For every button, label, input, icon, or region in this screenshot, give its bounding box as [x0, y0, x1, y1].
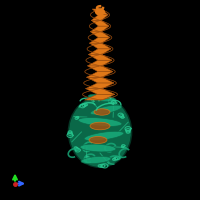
Ellipse shape — [89, 136, 107, 144]
Polygon shape — [90, 26, 109, 32]
Ellipse shape — [69, 97, 131, 167]
Ellipse shape — [78, 118, 122, 126]
Polygon shape — [89, 43, 111, 49]
Ellipse shape — [84, 131, 124, 141]
Polygon shape — [89, 37, 110, 43]
Ellipse shape — [88, 94, 116, 102]
Polygon shape — [86, 83, 114, 89]
Polygon shape — [89, 49, 111, 54]
Ellipse shape — [80, 144, 116, 152]
Polygon shape — [91, 15, 108, 20]
Ellipse shape — [90, 105, 122, 115]
Polygon shape — [92, 9, 108, 15]
Polygon shape — [88, 66, 113, 72]
Polygon shape — [87, 72, 113, 77]
Ellipse shape — [90, 122, 110, 130]
Ellipse shape — [94, 109, 110, 115]
Polygon shape — [88, 60, 112, 66]
Polygon shape — [90, 32, 110, 37]
Polygon shape — [85, 94, 115, 100]
Polygon shape — [89, 54, 112, 60]
Polygon shape — [86, 89, 115, 94]
Polygon shape — [91, 20, 109, 26]
Ellipse shape — [81, 156, 111, 164]
Polygon shape — [87, 77, 114, 83]
